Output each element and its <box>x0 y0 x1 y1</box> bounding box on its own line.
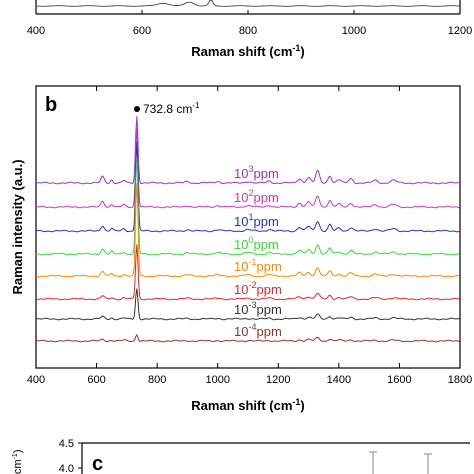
panel-b-xtick-label: 1200 <box>266 374 290 386</box>
series-label: 101ppm <box>234 212 279 229</box>
panel-a: 400 600 800 1000 1200 Raman shift (cm-1) <box>27 0 472 59</box>
spectrum-line <box>35 333 460 343</box>
panel-a-xtick-label: 1200 <box>448 25 472 37</box>
panel-c-ytick-label: 4.5 <box>59 438 74 450</box>
panel-b-xtick-label: 800 <box>148 374 166 386</box>
spectrum-line <box>35 288 460 321</box>
panel-b-xtick-label: 1400 <box>327 374 351 386</box>
panel-a-xtick-label: 1000 <box>342 25 366 37</box>
panel-b-xtick-label: 1800 <box>448 374 472 386</box>
panel-b-spectra <box>35 116 460 343</box>
panel-a-xtick-label: 800 <box>239 25 257 37</box>
panel-b-xtick-label: 1600 <box>387 374 411 386</box>
panel-c-y-axis-title-fragment: ×cm-1) <box>12 450 24 474</box>
panel-b-xtick-label: 1000 <box>205 374 229 386</box>
series-label: 10-1ppm <box>234 257 282 274</box>
panel-b: b 103ppm 102ppm 101ppm 100ppm 10-1ppm 10-2ppm… <box>10 85 472 413</box>
panel-c-ytick-label: 4.0 <box>59 463 74 474</box>
panel-a-spectrum-line <box>35 0 461 7</box>
spectrum-line <box>35 127 460 209</box>
spectrum-line <box>35 183 460 278</box>
panel-a-xtick-label: 600 <box>133 25 151 37</box>
spectrum-line <box>36 244 460 301</box>
series-label: 103ppm <box>234 164 279 181</box>
panel-b-frame <box>35 85 461 369</box>
peak-marker-dot <box>134 106 140 112</box>
spectrum-line <box>35 116 460 185</box>
series-label: 102ppm <box>234 188 279 205</box>
panel-b-y-axis-title: Raman intensity (a.u.) <box>10 159 25 294</box>
panel-b-xtick-label: 400 <box>27 374 45 386</box>
panel-a-x-axis-title: Raman shift (cm-1) <box>191 43 305 59</box>
spectrum-line <box>36 156 460 256</box>
panel-b-x-ticks: 400 600 800 1000 1200 1400 1600 1800 <box>27 86 472 386</box>
series-label: 100ppm <box>234 235 279 252</box>
peak-annotation: 732.8 cm-1 <box>143 101 200 116</box>
series-label: 10-2ppm <box>234 280 282 297</box>
panel-c-label: c <box>92 453 103 474</box>
panel-c: 4.5 4.0 c ×cm-1) <box>12 438 470 474</box>
panel-b-xtick-label: 600 <box>87 374 105 386</box>
spectrum-line <box>35 141 460 233</box>
panel-a-x-ticks: 400 600 800 1000 1200 <box>27 10 472 37</box>
series-label: 10-4ppm <box>234 322 282 339</box>
series-label: 10-3ppm <box>234 300 282 317</box>
panel-b-series-labels: 103ppm 102ppm 101ppm 100ppm 10-1ppm 10-2ppm 10… <box>234 164 282 339</box>
panel-b-x-axis-title: Raman shift (cm-1) <box>191 397 305 413</box>
panel-a-xtick-label: 400 <box>27 25 45 37</box>
panel-b-label: b <box>45 94 57 116</box>
